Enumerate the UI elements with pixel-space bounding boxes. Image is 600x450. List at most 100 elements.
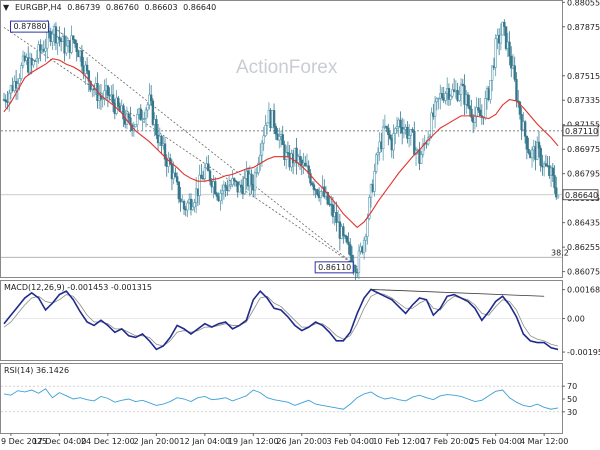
candle-body [326, 192, 329, 205]
candle-body [260, 142, 264, 156]
macd-tick-label: 0.00 [567, 315, 585, 324]
candle-body [331, 204, 335, 217]
macd-tick-label: -0.001953 [567, 348, 600, 357]
candle-body [20, 65, 23, 79]
uptrend-line [52, 25, 358, 268]
candle-body [437, 97, 440, 100]
candle-body [310, 182, 314, 186]
candle-body [136, 114, 139, 125]
candle-body [394, 128, 397, 134]
x-tick-label: 17 Feb 20:00 [421, 437, 473, 446]
price-tick-label: 0.87155 [567, 121, 600, 130]
rsi-panel-frame [0, 363, 563, 434]
price-panel-title: EURGBP,H4 0.86739 0.86760 0.86603 0.8664… [15, 3, 216, 12]
candle-body [179, 198, 182, 203]
price-axis: 0.88055 0.87875 0.87515 0.87335 0.87155 0.869… [562, 0, 600, 277]
x-tick-label: 2 Jan 20:00 [134, 437, 180, 446]
candle-body [309, 173, 312, 184]
price-tick-label: 0.88055 [567, 0, 600, 7]
candle-body [191, 206, 194, 211]
high-value: 0.86760 [106, 3, 139, 12]
candle-body [373, 171, 376, 192]
candle-body [231, 178, 234, 185]
current-price-tag: 0.86640 [562, 189, 599, 201]
x-tick-label: 12 Jan 04:00 [179, 437, 230, 446]
candle-body [515, 78, 518, 102]
candle-body [537, 141, 541, 149]
candle-body [402, 128, 406, 134]
candle-body [198, 174, 201, 196]
rsi-tick-label: 50 [567, 395, 577, 404]
candle-body [395, 126, 399, 129]
candle-body [32, 60, 35, 66]
candle-body [87, 70, 91, 82]
candle-body [319, 191, 323, 199]
candle-body [530, 149, 534, 159]
price-tag-text: 0.86640 [565, 191, 598, 200]
candle-body [272, 110, 276, 127]
candle-body [143, 118, 146, 120]
candle-body [466, 94, 470, 107]
candle-body [406, 126, 409, 139]
candle-body [274, 126, 278, 135]
label-box [314, 261, 354, 274]
candle-body [286, 152, 290, 154]
candle-body [208, 170, 212, 182]
candle-body [342, 226, 345, 236]
candle-body [375, 154, 378, 172]
candle-body [106, 85, 110, 96]
candle-body [345, 236, 348, 243]
candle-body [300, 159, 303, 166]
x-tick-label: 25 Feb 04:00 [469, 437, 521, 446]
candle-body [220, 190, 224, 194]
candle-body [18, 78, 21, 84]
price-layer: 38.2 0.87880 0.86110 [1, 19, 569, 280]
candle-body [177, 181, 181, 200]
candle-body [44, 47, 47, 52]
macd-signal-line [3, 292, 559, 347]
resistance-price-tag: 0.87110 [562, 125, 599, 137]
candle-body [37, 44, 40, 59]
candle-body [421, 143, 425, 155]
candle-body [553, 175, 556, 189]
candle-body [174, 172, 177, 177]
candle-body [513, 65, 516, 80]
candle-body [85, 64, 89, 72]
candle-body [182, 201, 186, 210]
x-tick-label: 3 Feb 04:00 [327, 437, 374, 446]
candle-body [224, 184, 227, 188]
candle-body [484, 98, 487, 119]
candle-body [193, 202, 196, 208]
candle-body [189, 198, 193, 211]
downtrend-line [3, 27, 358, 268]
candle-body [89, 80, 92, 91]
candle-body [253, 172, 257, 191]
candle-body [366, 218, 369, 237]
candle-body [281, 134, 284, 145]
candle-body [80, 50, 84, 67]
candle-body [477, 107, 480, 111]
label-text: 0.87880 [13, 22, 46, 31]
candle-body [440, 93, 444, 98]
price-tag-box [562, 189, 599, 201]
candle-body [259, 154, 262, 164]
x-tick-label: 9 Dec 2025 [1, 437, 47, 446]
price-tag-text: 0.87110 [565, 127, 598, 136]
label-text: 0.86110 [318, 263, 351, 272]
candle-body [544, 163, 548, 166]
macd-panel-title: MACD(12,26,9) -0.001453 -0.001315 [4, 283, 152, 292]
fib-level-label: 38.2 [551, 248, 569, 257]
candle-body [501, 21, 504, 36]
candle-body [368, 197, 371, 219]
instrument-label: EURGBP,H4 [15, 3, 62, 12]
candle-body [349, 244, 352, 256]
candle-body [219, 193, 222, 202]
rsi-tick-label: 30 [567, 408, 577, 417]
candle-body [234, 180, 238, 183]
macd-axis: 0.001688 0.00 -0.001953 [562, 286, 600, 357]
candle-body [51, 33, 54, 42]
candle-body [146, 104, 149, 111]
candle-body [56, 36, 59, 44]
swing-high-label: 0.87880 [9, 20, 49, 33]
candle-body [149, 94, 153, 102]
